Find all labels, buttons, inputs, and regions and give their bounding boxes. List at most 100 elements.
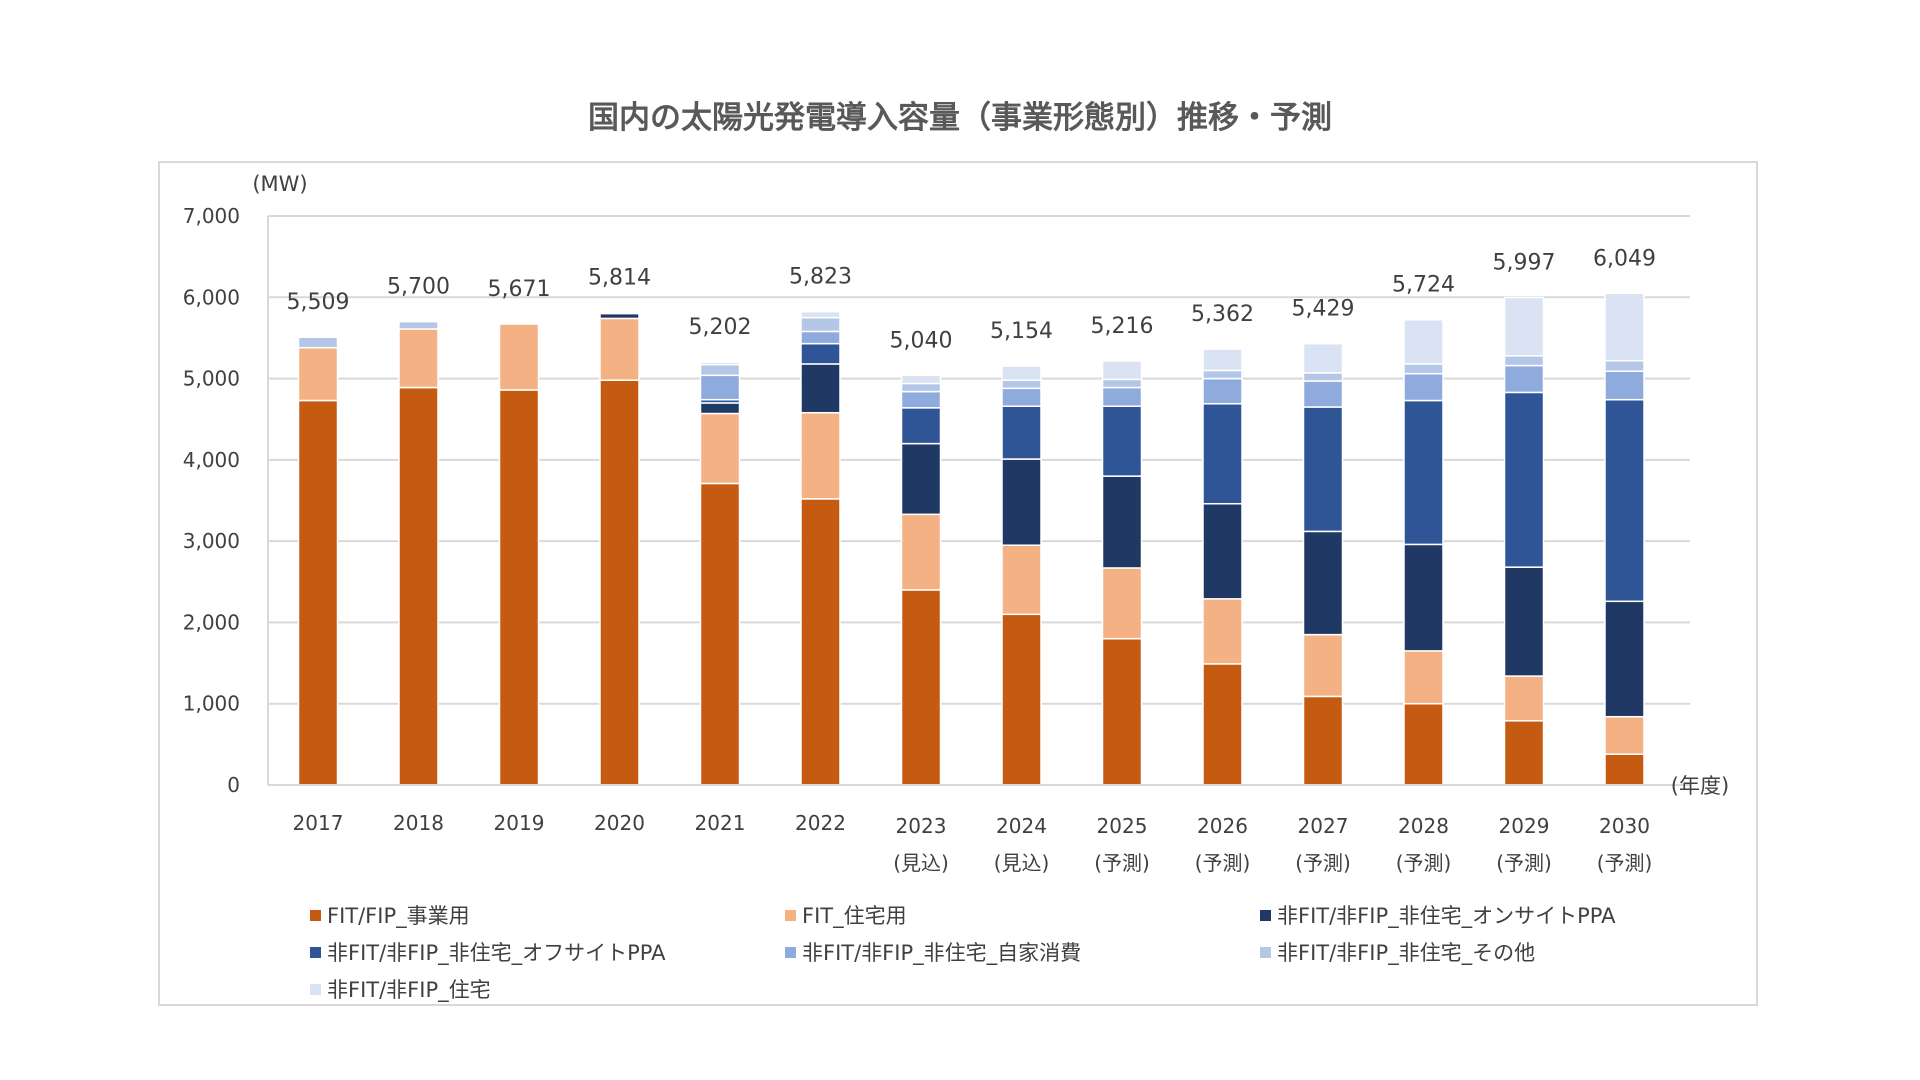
bar-segment xyxy=(1101,405,1143,477)
chart-title: 国内の太陽光発電導入容量（事業形態別）推移・予測 xyxy=(588,100,1332,136)
bar-segment xyxy=(1001,379,1042,390)
bar-segment xyxy=(1202,503,1243,600)
x-tick-sublabel: (予測) xyxy=(1396,851,1452,875)
legend-label: 非FIT/非FIP_非住宅_その他 xyxy=(1277,941,1536,965)
legend-label: FIT_住宅用 xyxy=(802,904,907,928)
bar-segment xyxy=(1101,475,1143,569)
bar-segment xyxy=(1001,387,1042,407)
y-tick-label: 3,000 xyxy=(183,529,240,553)
y-tick-label: 5,000 xyxy=(183,367,240,391)
bar-segment xyxy=(1604,715,1645,755)
total-data-label: 5,997 xyxy=(1493,251,1556,276)
bar-stack-2023 xyxy=(900,374,942,786)
legend-swatch xyxy=(310,983,321,995)
legend-label: 非FIT/非FIP_非住宅_オフサイトPPA xyxy=(327,941,666,965)
bars xyxy=(297,292,1645,786)
y-tick-label: 4,000 xyxy=(183,448,240,472)
bar-segment xyxy=(498,389,540,786)
bar-segment xyxy=(297,399,339,786)
bar-segment xyxy=(297,336,339,349)
bar-segment xyxy=(900,442,942,516)
bar-segment xyxy=(1604,398,1645,603)
bar-stack-2025 xyxy=(1101,360,1143,786)
bar-stack-2027 xyxy=(1302,342,1344,786)
x-tick-label: 2021 xyxy=(695,811,746,835)
bar-stack-2021 xyxy=(699,361,741,786)
x-tick-label: 2019 xyxy=(494,811,545,835)
bar-segment xyxy=(1403,702,1444,786)
total-data-label: 6,049 xyxy=(1593,246,1656,271)
bar-segment xyxy=(800,411,841,500)
y-tick-label: 0 xyxy=(227,773,240,797)
bar-segment xyxy=(1403,399,1444,546)
bar-segment xyxy=(1302,406,1344,533)
x-tick-label: 2023 xyxy=(896,814,947,838)
bar-segment xyxy=(1604,600,1645,718)
bar-segment xyxy=(800,316,841,333)
bar-segment xyxy=(800,310,841,319)
bar-segment xyxy=(900,382,942,393)
bar-stack-2017 xyxy=(297,336,339,786)
x-tick-sublabel: (予測) xyxy=(1597,851,1653,875)
total-data-label: 5,216 xyxy=(1091,314,1154,339)
x-tick-label: 2024 xyxy=(996,814,1047,838)
bar-segment xyxy=(599,379,640,786)
bar-segment xyxy=(699,412,741,485)
total-data-label: 5,040 xyxy=(890,328,953,353)
total-data-label: 5,429 xyxy=(1292,297,1355,322)
bar-segment xyxy=(1503,364,1545,394)
bar-segment xyxy=(398,320,439,330)
bar-segment xyxy=(1101,360,1143,381)
bar-stack-2019 xyxy=(498,323,540,786)
bar-segment xyxy=(900,390,942,409)
legend-swatch xyxy=(1260,946,1271,958)
legend-swatch xyxy=(1260,909,1271,921)
bar-segment xyxy=(699,374,741,401)
total-data-label: 5,154 xyxy=(990,319,1053,344)
legend-label: 非FIT/非FIP_非住宅_オンサイトPPA xyxy=(1277,904,1616,928)
bar-segment xyxy=(900,407,942,445)
bar-segment xyxy=(1503,720,1545,786)
bar-segment xyxy=(1101,567,1143,640)
x-tick-sublabel: (予測) xyxy=(1496,851,1552,875)
bar-segment xyxy=(699,402,741,415)
x-tick-label: 2022 xyxy=(795,811,846,835)
legend-swatch xyxy=(785,909,796,921)
legend-item: FIT_住宅用 xyxy=(785,900,907,930)
x-tick-label: 2018 xyxy=(393,811,444,835)
x-tick-label: 2030 xyxy=(1599,814,1650,838)
bar-segment xyxy=(1302,633,1344,698)
bar-segment xyxy=(1001,365,1042,381)
y-tick-label: 2,000 xyxy=(183,610,240,634)
legend-label: 非FIT/非FIP_住宅 xyxy=(327,978,491,1002)
bar-segment xyxy=(1403,650,1444,705)
bar-segment xyxy=(1101,386,1143,407)
bar-segment xyxy=(1403,363,1444,375)
gridlines xyxy=(268,215,1690,786)
bar-segment xyxy=(1302,530,1344,636)
bar-stack-2018 xyxy=(398,320,439,786)
bar-segment xyxy=(800,342,841,365)
bar-segment xyxy=(1302,372,1344,382)
legend-swatch xyxy=(310,946,321,958)
bar-segment xyxy=(1202,377,1243,405)
x-tick-label: 2029 xyxy=(1499,814,1550,838)
bar-segment xyxy=(1503,566,1545,677)
bar-segment xyxy=(1604,292,1645,362)
x-tick-label: 2025 xyxy=(1097,814,1148,838)
bar-segment xyxy=(1302,380,1344,408)
bar-segment xyxy=(800,363,841,414)
bar-segment xyxy=(398,328,439,389)
legend-item: 非FIT/非FIP_住宅 xyxy=(310,974,491,1004)
x-tick-sublabel: (見込) xyxy=(893,851,949,875)
legend-swatch xyxy=(310,909,321,921)
bar-stack-2024 xyxy=(1001,365,1042,786)
bar-stack-2022 xyxy=(800,310,841,786)
bar-segment xyxy=(1001,613,1042,786)
bar-segment xyxy=(699,361,741,366)
bar-segment xyxy=(599,317,640,381)
bar-segment xyxy=(1101,378,1143,389)
total-data-label: 5,671 xyxy=(488,277,551,302)
legend-item: 非FIT/非FIP_非住宅_自家消費 xyxy=(785,937,1081,967)
